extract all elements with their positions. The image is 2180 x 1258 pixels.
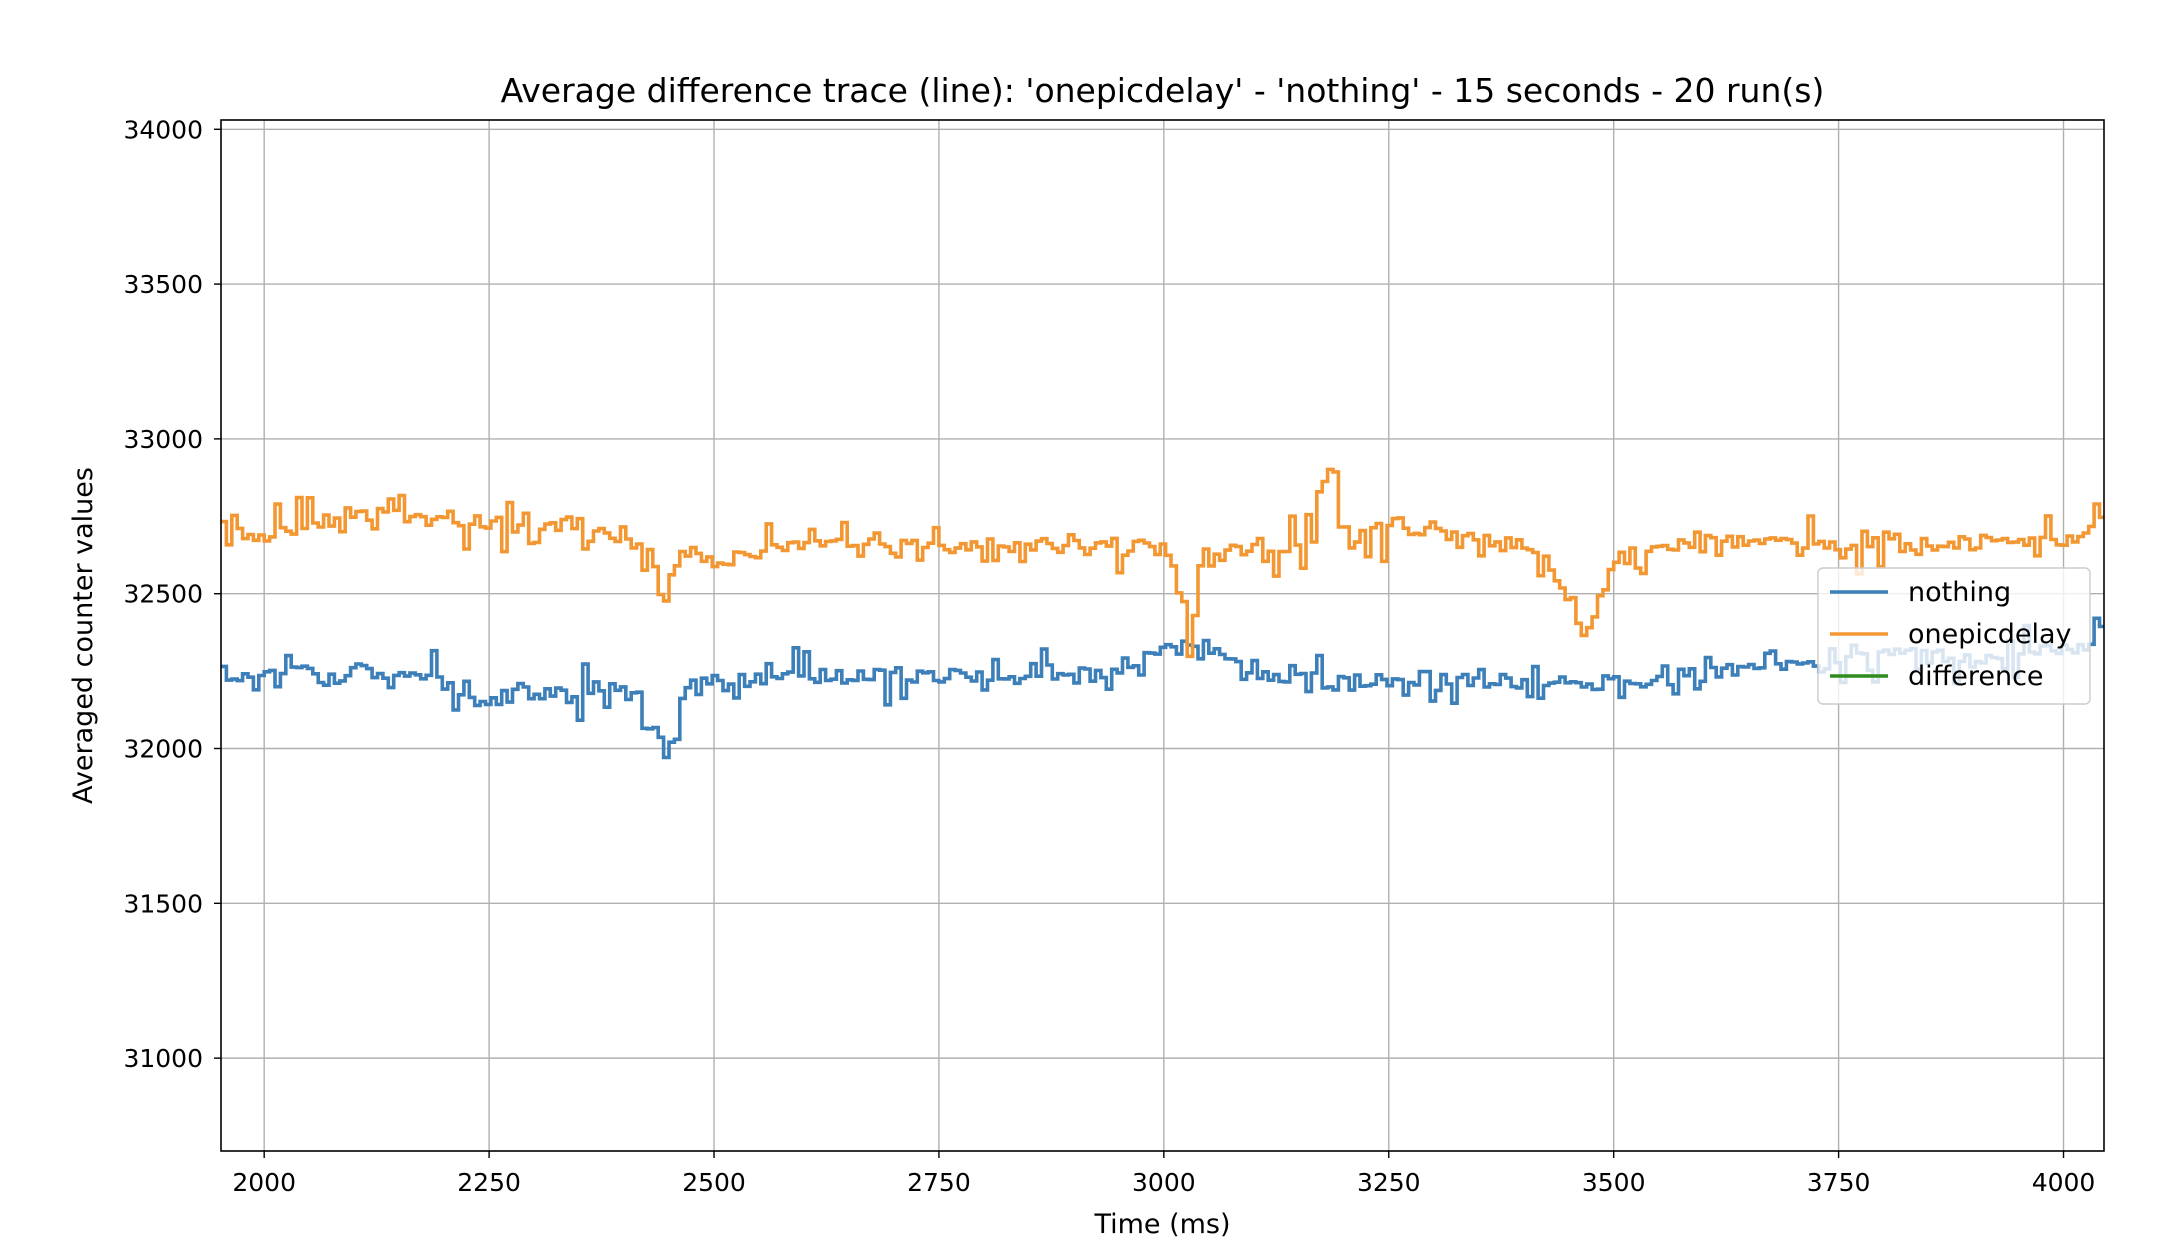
axis-ticks: 2000 2250 2500 2750 3000 3250 3500 3750 4000 3100…	[123, 115, 2095, 1197]
x-tick-label: 3000	[1132, 1168, 1196, 1197]
legend-label-onepicdelay: onepicdelay	[1908, 619, 2072, 650]
y-tick-label: 31500	[123, 889, 203, 918]
x-tick-label: 2250	[457, 1168, 521, 1197]
x-tick-label: 4000	[2032, 1168, 2096, 1197]
plot-frame	[220, 119, 2105, 1152]
y-tick-label: 32000	[123, 735, 203, 764]
x-axis-label: Time (ms)	[1093, 1209, 1230, 1240]
y-axis-label: Averaged counter values	[68, 467, 99, 804]
grid-lines	[221, 120, 2104, 1151]
y-tick-label: 34000	[123, 115, 203, 144]
series-line-nothing	[221, 616, 2104, 760]
legend: nothing onepicdelay difference	[1817, 567, 2091, 705]
series-line-onepicdelay	[221, 467, 2104, 659]
x-tick-label: 3500	[1582, 1168, 1646, 1197]
x-tick-label: 3750	[1807, 1168, 1871, 1197]
y-tick-label: 32500	[123, 580, 203, 609]
plot-series	[221, 467, 2104, 760]
y-tick-label: 33000	[123, 425, 203, 454]
x-tick-label: 2750	[907, 1168, 971, 1197]
y-tick-label: 31000	[123, 1044, 203, 1073]
legend-box	[1817, 567, 2091, 705]
y-tick-label: 33500	[123, 270, 203, 299]
legend-label-difference: difference	[1908, 661, 2044, 692]
chart-title: Average difference trace (line): 'onepic…	[501, 71, 1825, 110]
x-tick-label: 2500	[682, 1168, 746, 1197]
x-tick-label: 2000	[232, 1168, 296, 1197]
legend-label-nothing: nothing	[1908, 577, 2011, 608]
x-tick-label: 3250	[1357, 1168, 1421, 1197]
